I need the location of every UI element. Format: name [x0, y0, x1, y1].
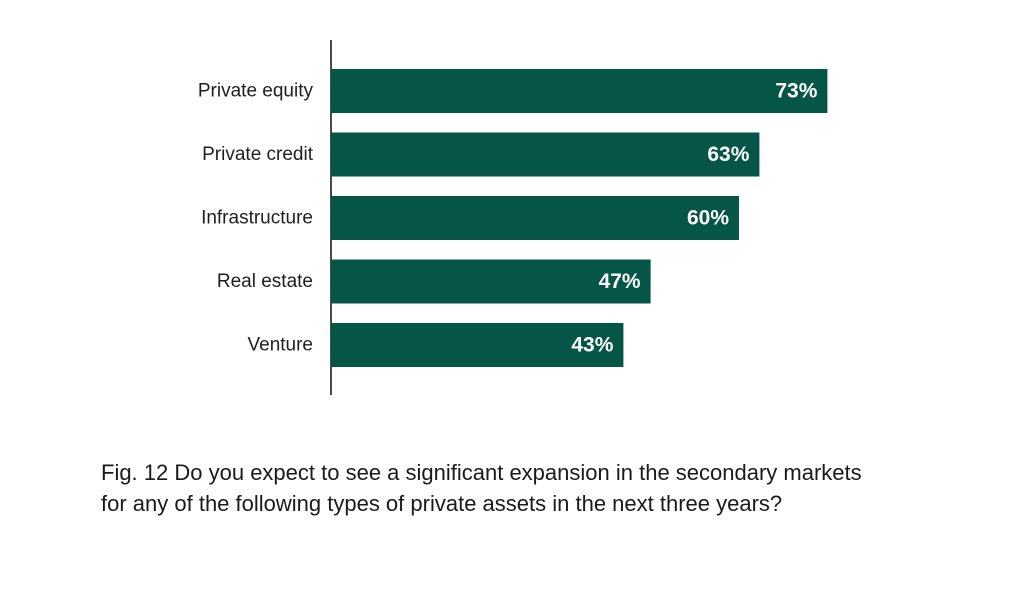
value-label-private-credit: 63% — [707, 143, 749, 166]
value-label-venture: 43% — [571, 334, 613, 357]
category-label-real-estate: Real estate — [217, 271, 313, 292]
bar-chart: Private equity 73% Private credit 63% Infras… — [198, 40, 828, 395]
category-label-private-credit: Private credit — [202, 144, 314, 165]
category-label-private-equity: Private equity — [198, 81, 314, 102]
bar-venture — [331, 323, 624, 367]
bars-group: Private equity 73% Private credit 63% Infras… — [198, 69, 828, 367]
category-label-infrastructure: Infrastructure — [201, 208, 313, 229]
value-label-infrastructure: 60% — [687, 207, 729, 230]
figure-caption: Fig. 12 Do you expect to see a significa… — [101, 460, 862, 516]
bar-private-credit — [331, 132, 760, 177]
bar-infrastructure — [331, 196, 739, 240]
bar-real-estate — [331, 259, 651, 304]
bar-private-equity — [331, 69, 828, 113]
value-label-real-estate: 47% — [599, 270, 641, 293]
category-label-venture: Venture — [248, 335, 314, 356]
value-label-private-equity: 73% — [775, 80, 817, 103]
